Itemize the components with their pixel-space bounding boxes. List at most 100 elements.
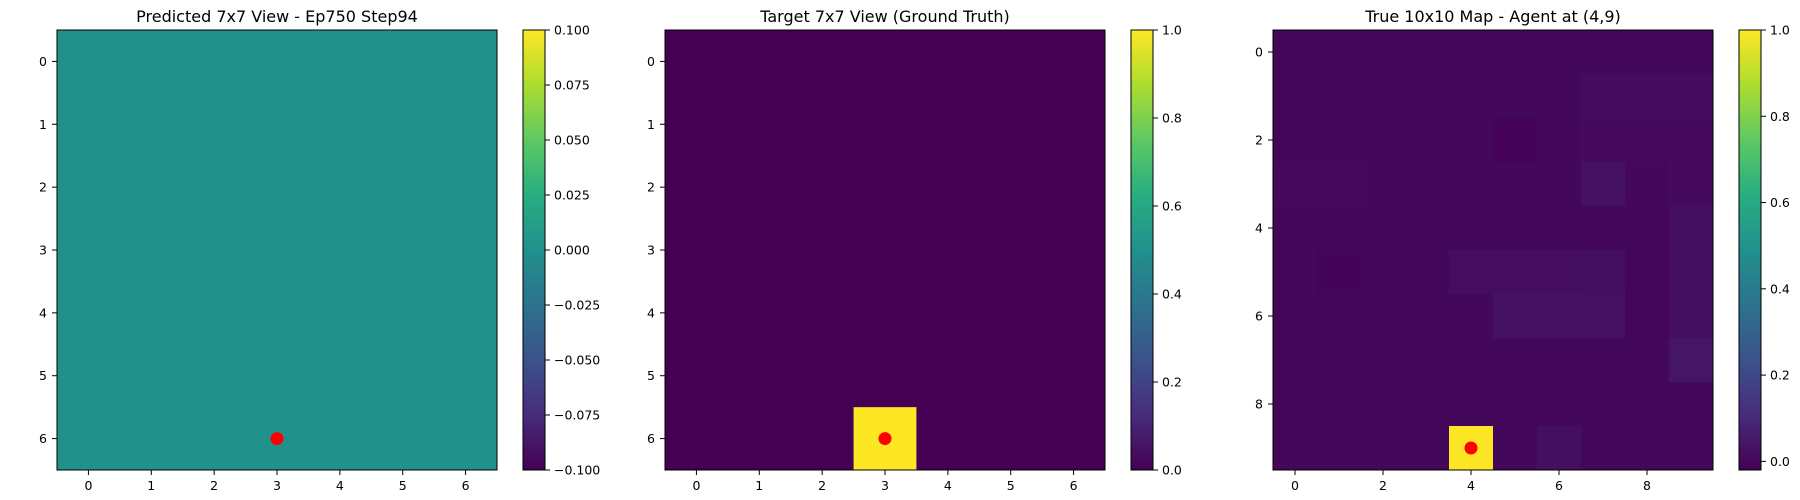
- heatmap-cell: [1625, 382, 1670, 427]
- heatmap-cell: [57, 30, 121, 94]
- heatmap-cell: [1405, 294, 1450, 339]
- heatmap-cell: [1273, 30, 1318, 75]
- heatmap-cell: [1581, 294, 1626, 339]
- heatmap-cell: [1669, 30, 1714, 75]
- y-tick-label: 0: [1255, 45, 1263, 60]
- heatmap-cell: [1317, 74, 1362, 119]
- heatmap-cell: [1042, 407, 1106, 471]
- heatmap-cell: [1449, 294, 1494, 339]
- heatmap-cell: [979, 281, 1043, 345]
- colorbar: [1738, 29, 1762, 471]
- heatmap-cell: [371, 30, 435, 94]
- heatmap-cell: [1581, 426, 1626, 471]
- heatmap-cell: [1669, 382, 1714, 427]
- x-tick-label: 2: [818, 478, 826, 493]
- heatmap-cell: [790, 218, 855, 282]
- heatmap-cell: [790, 281, 855, 345]
- heatmap-cell: [308, 281, 372, 345]
- heatmap-cell: [434, 218, 498, 282]
- colorbar-tick-label: 0.2: [1162, 375, 1182, 390]
- heatmap-cell: [790, 344, 855, 408]
- heatmap-cell: [308, 30, 372, 94]
- heatmap-cell: [1493, 30, 1538, 75]
- colorbar-tick-label: 0.075: [554, 78, 590, 93]
- heatmap-cell: [1449, 162, 1494, 207]
- heatmap-cell: [1625, 426, 1670, 471]
- heatmap-cell: [979, 30, 1043, 94]
- heatmap-cell: [245, 218, 309, 282]
- heatmap-cell: [182, 407, 247, 471]
- heatmap-cell: [790, 407, 855, 471]
- heatmap-cell: [1405, 426, 1450, 471]
- heatmap-cell: [916, 155, 980, 220]
- y-tick-label: 0: [647, 54, 655, 69]
- heatmap-cell: [1581, 338, 1626, 383]
- heatmap-cell: [1493, 382, 1538, 427]
- heatmap-cell: [1449, 338, 1494, 383]
- heatmap-cell: [1317, 162, 1362, 207]
- heatmap-cell: [1361, 30, 1406, 75]
- heatmap-cell: [979, 407, 1043, 471]
- x-tick-label: 2: [1379, 478, 1387, 493]
- heatmap-cell: [1361, 250, 1406, 295]
- heatmap-cell: [853, 155, 917, 220]
- heatmap-cell: [1273, 382, 1318, 427]
- heatmap-cell: [1581, 250, 1626, 295]
- x-tick-label: 0: [1291, 478, 1299, 493]
- x-tick-label: 0: [84, 478, 92, 493]
- heatmap-cell: [790, 92, 855, 157]
- colorbar-tick-label: −0.050: [554, 353, 600, 368]
- heatmap-cell: [182, 344, 247, 408]
- heatmap-cell: [1273, 338, 1318, 383]
- heatmap-cell: [119, 407, 184, 471]
- x-tick-label: 5: [1007, 478, 1015, 493]
- heatmap-cell: [1449, 118, 1494, 163]
- heatmap-cell: [434, 92, 498, 157]
- heatmap-cell: [1405, 250, 1450, 295]
- heatmap-cell: [727, 281, 792, 345]
- heatmap-cell: [1669, 162, 1714, 207]
- heatmap-cell: [1625, 294, 1670, 339]
- heatmap-cell: [665, 92, 729, 157]
- y-tick-label: 3: [39, 243, 47, 258]
- heatmap-cell: [119, 218, 184, 282]
- heatmap-cell: [790, 155, 855, 220]
- y-tick-label: 4: [1255, 221, 1263, 236]
- colorbar-tick-label: −0.100: [554, 463, 600, 478]
- heatmap-cell: [1405, 30, 1450, 75]
- heatmap-cell: [853, 281, 917, 345]
- heatmap-cell: [1537, 162, 1582, 207]
- target-view-panel: Target 7x7 View (Ground Truth) 0 1 2 3 4 5 6 0 1 2…: [647, 7, 1182, 493]
- y-tick-label: 6: [647, 431, 655, 446]
- heatmap-cell: [308, 344, 372, 408]
- heatmap-cell: [1669, 250, 1714, 295]
- heatmap-cell: [371, 218, 435, 282]
- heatmap-cell: [1493, 294, 1538, 339]
- heatmap-cell: [1042, 344, 1106, 408]
- x-tick-label: 0: [692, 478, 700, 493]
- y-tick-label: 5: [647, 368, 655, 383]
- heatmap-cell: [57, 92, 121, 157]
- heatmap-cell: [57, 407, 121, 471]
- y-tick-label: 0: [39, 54, 47, 69]
- colorbar-tick-label: 0.0: [1770, 454, 1790, 469]
- x-tick-label: 1: [755, 478, 763, 493]
- heatmap-cell: [57, 344, 121, 408]
- heatmap-cell: [1361, 382, 1406, 427]
- heatmap-cell: [245, 92, 309, 157]
- heatmap-cell: [57, 155, 121, 220]
- heatmap-cell: [1537, 294, 1582, 339]
- heatmap-cell: [1405, 382, 1450, 427]
- true-map-panel: True 10x10 Map - Agent at (4,9) 0 2 4 6 8 0 2 4 6…: [1255, 7, 1790, 493]
- y-tick-label: 8: [1255, 397, 1263, 412]
- heatmap-cell: [308, 155, 372, 220]
- heatmap-cell: [727, 407, 792, 471]
- colorbar-tick-label: −0.075: [554, 408, 600, 423]
- heatmap-cell: [371, 92, 435, 157]
- heatmap-cell: [916, 281, 980, 345]
- heatmap-cell: [1625, 250, 1670, 295]
- heatmap-cell: [119, 281, 184, 345]
- heatmap-cell: [1361, 426, 1406, 471]
- heatmap-cell: [1449, 206, 1494, 251]
